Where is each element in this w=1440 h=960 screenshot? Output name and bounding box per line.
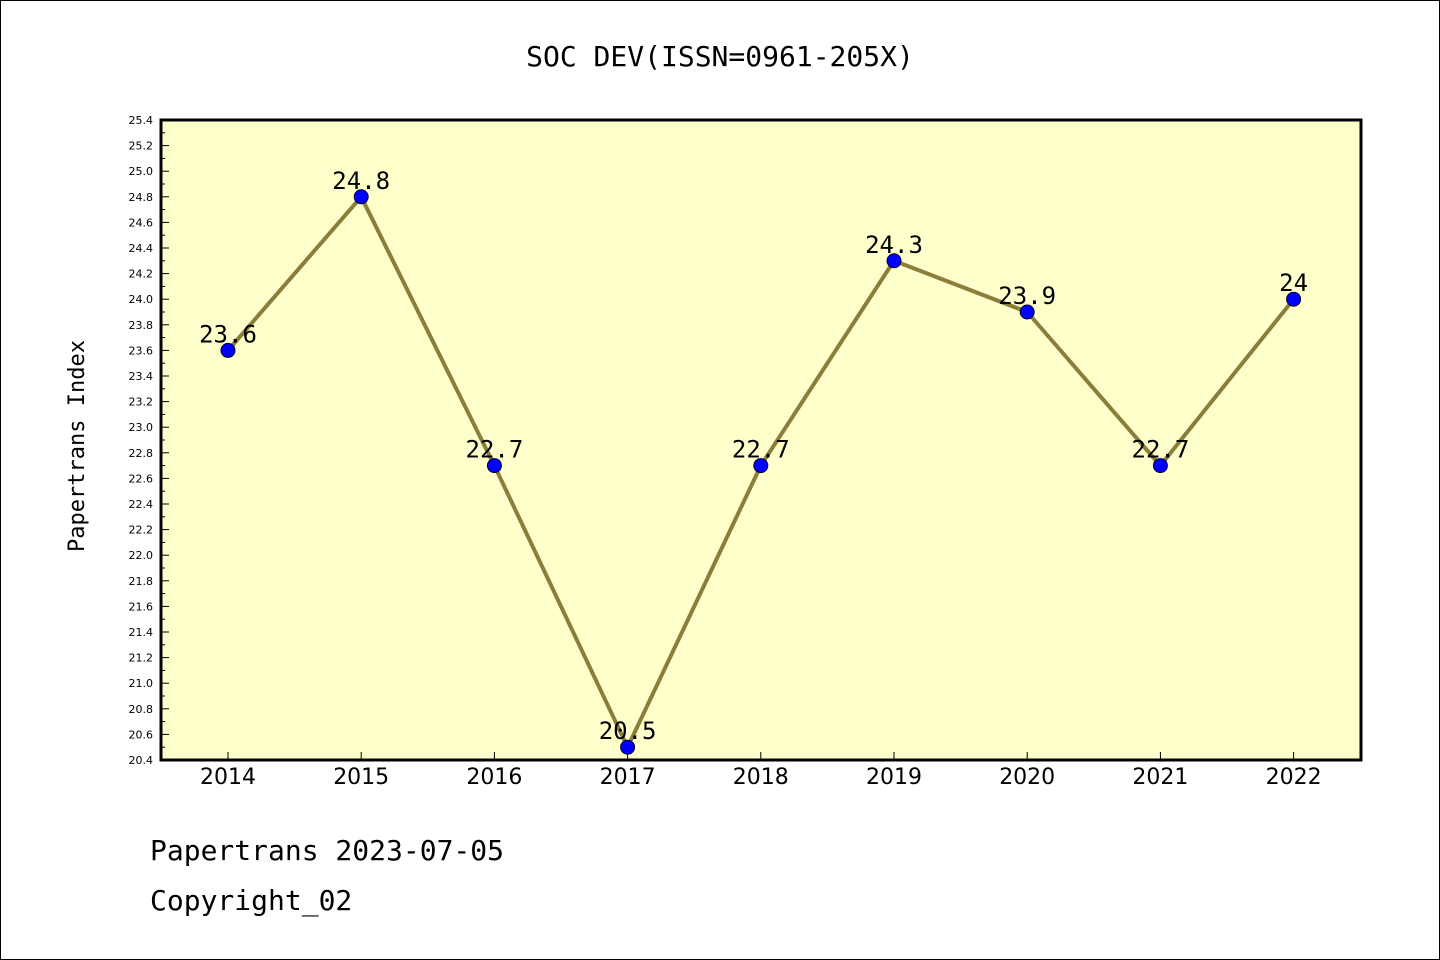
data-label: 24 xyxy=(1279,269,1308,297)
data-point xyxy=(220,342,236,358)
y-tick-label: 24.6 xyxy=(129,216,154,229)
y-tick-label: 24.4 xyxy=(129,242,154,255)
y-tick-label: 21.0 xyxy=(129,677,154,690)
x-tick-label: 2014 xyxy=(200,765,256,790)
data-point xyxy=(886,253,902,269)
data-label: 23.9 xyxy=(998,282,1056,310)
x-tick-label: 2021 xyxy=(1132,765,1188,790)
y-tick-label: 20.4 xyxy=(129,754,154,767)
y-tick-label: 25.0 xyxy=(129,165,154,178)
data-label: 24.8 xyxy=(332,167,390,195)
y-tick-label: 22.2 xyxy=(129,524,154,537)
x-tick-label: 2020 xyxy=(999,765,1055,790)
y-tick-label: 24.8 xyxy=(129,191,154,204)
y-tick-label: 23.2 xyxy=(129,396,154,409)
data-point xyxy=(620,739,636,755)
data-markers xyxy=(220,189,1302,755)
y-tick-label: 20.8 xyxy=(129,703,154,716)
data-point xyxy=(753,458,769,474)
y-tick-label: 21.6 xyxy=(129,600,154,613)
data-label: 22.7 xyxy=(1132,436,1190,464)
y-axis-ticks: 20.4 20.6 20.8 21.0 21.2 21.4 21.6 21.8 22.0 22.2… xyxy=(129,114,169,767)
data-label: 22.7 xyxy=(732,436,790,464)
x-tick-label: 2017 xyxy=(600,765,656,790)
y-tick-label: 22.8 xyxy=(129,447,154,460)
data-point xyxy=(1286,291,1302,307)
y-tick-label: 20.6 xyxy=(129,728,154,741)
plot-border xyxy=(159,118,1363,762)
y-tick-label: 22.4 xyxy=(129,498,154,511)
y-tick-label: 21.2 xyxy=(129,652,154,665)
chart-title: SOC DEV(ISSN=0961-205X) xyxy=(526,40,914,73)
x-tick-label: 2022 xyxy=(1266,765,1322,790)
data-labels: 23.6 24.8 22.7 20.5 22.7 24.3 23.9 22.7 24 xyxy=(199,167,1308,745)
data-point xyxy=(353,189,369,205)
y-tick-label: 23.8 xyxy=(129,319,154,332)
y-tick-label: 25.2 xyxy=(129,140,154,153)
data-label: 22.7 xyxy=(466,436,524,464)
y-tick-label: 23.4 xyxy=(129,370,154,383)
y-tick-label: 23.0 xyxy=(129,421,154,434)
y-tick-label: 24.2 xyxy=(129,268,154,281)
y-axis-label: Papertrans Index xyxy=(65,340,90,552)
x-axis-ticks: 2014 2015 2016 2017 2018 2019 2020 2021 2022 xyxy=(200,752,1322,790)
data-point xyxy=(486,458,502,474)
y-tick-label: 23.6 xyxy=(129,344,154,357)
data-point xyxy=(1152,458,1168,474)
y-tick-label: 21.4 xyxy=(129,626,154,639)
y-tick-label: 22.0 xyxy=(129,549,154,562)
y-tick-label: 21.8 xyxy=(129,575,154,588)
data-label: 20.5 xyxy=(599,717,657,745)
y-tick-label: 24.0 xyxy=(129,293,154,306)
footer-date: Papertrans 2023-07-05 xyxy=(150,834,505,867)
x-tick-label: 2015 xyxy=(333,765,389,790)
y-tick-label: 25.4 xyxy=(129,114,154,127)
y-tick-label: 22.6 xyxy=(129,472,154,485)
plot-area xyxy=(161,120,1361,760)
data-label: 24.3 xyxy=(865,231,923,259)
data-point xyxy=(1019,304,1035,320)
footer-copyright: Copyright_02 xyxy=(150,884,353,917)
x-tick-label: 2018 xyxy=(733,765,789,790)
x-tick-label: 2019 xyxy=(866,765,922,790)
data-label: 23.6 xyxy=(199,320,257,348)
x-tick-label: 2016 xyxy=(466,765,522,790)
